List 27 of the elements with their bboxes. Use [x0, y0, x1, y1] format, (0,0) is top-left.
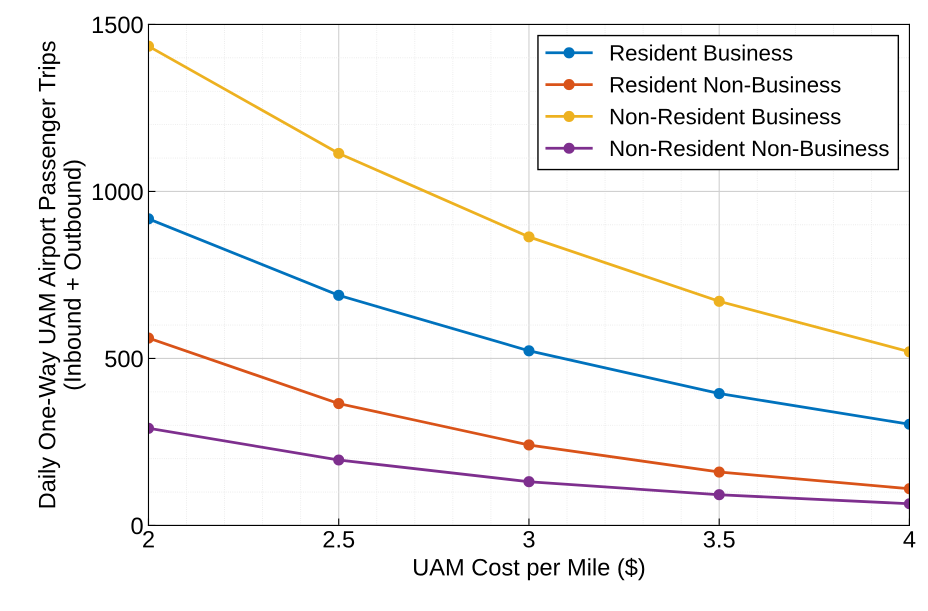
legend-label: Non-Resident Non-Business [610, 140, 889, 156]
y-tick-label: 1500 [92, 16, 143, 34]
x-tick-label: 4 [903, 531, 916, 548]
x-tick-label: 3 [523, 530, 534, 548]
legend-label: Resident Non-Business [610, 76, 840, 93]
point [333, 148, 344, 159]
point [333, 398, 344, 410]
x-tick-label: 2 [143, 530, 154, 548]
point [523, 231, 535, 242]
point [523, 439, 535, 451]
point [333, 454, 344, 466]
legend-label: Non-Resident Business [610, 108, 840, 124]
legend-label: Resident Business [610, 44, 792, 61]
x-tick-label: 3.5 [704, 530, 735, 548]
point [714, 489, 725, 500]
point [714, 388, 725, 400]
y-tick-label: 0 [131, 518, 143, 534]
x-tick-label: 2.5 [324, 530, 354, 548]
point [523, 476, 535, 488]
point [523, 345, 535, 356]
x-axis-title: UAM Cost per Mile ($) [414, 558, 644, 580]
point [333, 290, 344, 301]
y-tick-label: 1000 [92, 184, 143, 200]
y-axis-title: Daily One-Way UAM Airport Passenger Trips (Inbound + Outbound) [38, 41, 86, 508]
point [714, 296, 725, 307]
point [714, 466, 725, 478]
y-tick-label: 500 [105, 350, 143, 368]
